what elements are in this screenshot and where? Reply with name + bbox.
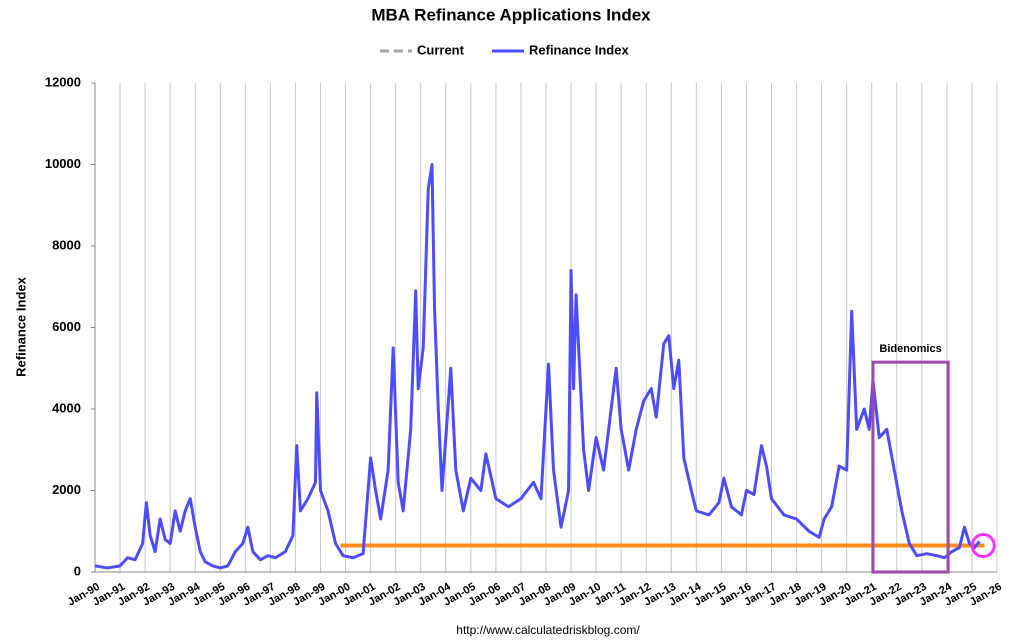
legend-label: Current	[417, 42, 465, 57]
y-tick-label: 6000	[52, 319, 81, 334]
y-tick-label: 12000	[45, 74, 81, 89]
y-axis-label: Refinance Index	[13, 276, 28, 376]
y-tick-label: 10000	[45, 156, 81, 171]
annotation-box	[871, 360, 950, 574]
legend-label: Refinance Index	[529, 42, 629, 57]
chart-title: MBA Refinance Applications Index	[371, 5, 651, 24]
annotation-text: Bidenomics	[879, 343, 941, 355]
source: http://www.calculatedriskblog.com/	[456, 623, 640, 637]
y-tick-label: 0	[74, 563, 81, 578]
y-tick-label: 8000	[52, 237, 81, 252]
annotation-circle	[970, 533, 996, 559]
data-line	[94, 163, 981, 570]
y-tick-label: 4000	[52, 400, 81, 415]
y-tick-label: 2000	[52, 482, 81, 497]
